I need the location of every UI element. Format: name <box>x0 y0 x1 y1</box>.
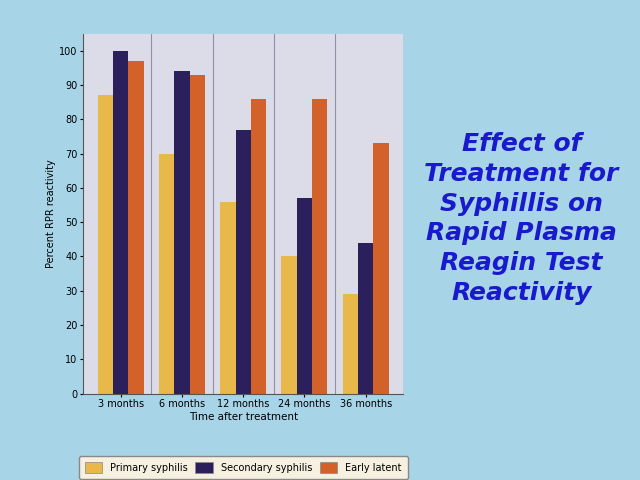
Bar <box>251 99 266 394</box>
Bar <box>373 144 388 394</box>
Bar <box>98 96 113 394</box>
Bar <box>113 51 129 394</box>
Bar <box>189 75 205 394</box>
Bar <box>312 99 328 394</box>
Legend: Primary syphilis, Secondary syphilis, Early latent: Primary syphilis, Secondary syphilis, Ea… <box>79 456 408 479</box>
Bar <box>129 61 143 394</box>
Text: Effect of
Treatment for
Syphillis on
Rapid Plasma
Reagin Test
Reactivity: Effect of Treatment for Syphillis on Rap… <box>424 132 619 305</box>
Bar <box>174 72 189 394</box>
X-axis label: Time after treatment: Time after treatment <box>189 412 298 422</box>
Bar <box>358 243 373 394</box>
Y-axis label: Percent RPR reactivity: Percent RPR reactivity <box>47 159 56 268</box>
Bar <box>343 294 358 394</box>
Bar <box>236 130 251 394</box>
Bar <box>297 198 312 394</box>
Bar <box>220 202 236 394</box>
Bar <box>159 154 174 394</box>
Bar <box>282 256 297 394</box>
